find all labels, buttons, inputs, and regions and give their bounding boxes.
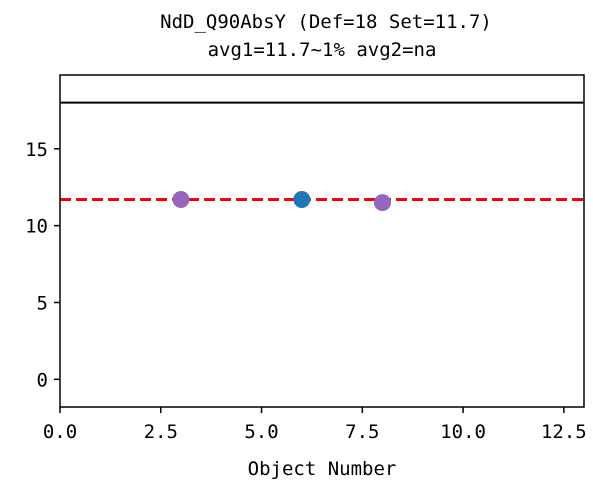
x-tick-label: 10.0 [440,421,486,443]
data-point-3 [373,194,391,212]
x-axis: 0.0 2.5 5.0 7.5 10.0 12.5 [43,407,587,443]
y-axis: 0 5 10 15 [25,139,60,391]
plot-area [60,101,584,212]
data-point-2 [293,191,311,208]
x-tick-label: 5.0 [244,421,278,443]
y-tick-label: 10 [25,216,48,238]
y-tick-label: 0 [37,369,48,391]
x-axis-label: Object Number [248,458,397,480]
y-tick-label: 5 [37,292,48,314]
chart-subtitle: avg1=11.7~1% avg2=na [208,39,437,61]
x-tick-label: 0.0 [43,421,77,443]
x-tick-label: 12.5 [541,421,587,443]
plot-frame [59,74,585,408]
x-tick-label: 2.5 [144,421,178,443]
x-tick-label: 7.5 [345,421,379,443]
data-point-1 [172,191,190,208]
y-tick-label: 15 [25,139,48,161]
chart-title: NdD_Q90AbsY (Def=18 Set=11.7) [160,11,492,33]
